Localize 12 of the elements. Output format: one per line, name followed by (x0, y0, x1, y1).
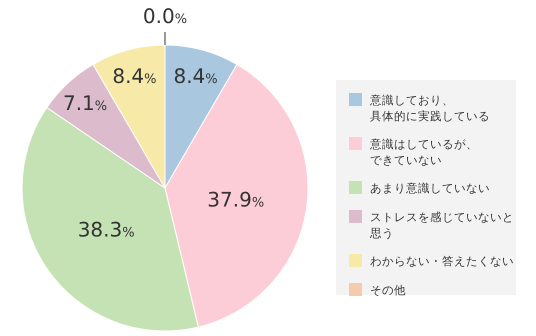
legend-label: わからない・答えたくない (370, 254, 514, 268)
legend-label: その他 (370, 283, 406, 297)
data-label: 7.1% (62, 91, 108, 116)
text: 0.0% (142, 4, 188, 28)
data-label: 38.3% (78, 218, 135, 242)
legend-label: 意識はしているが、できていない (369, 137, 478, 167)
legend-label: あまり意識していない (370, 181, 490, 195)
data-label: 37.9% (207, 187, 264, 212)
legend-label: 意識しており、具体的に実践している (369, 93, 490, 123)
data-label: 8.4% (173, 64, 218, 88)
legend-label: ストレスを感じていないと思う (369, 210, 514, 240)
data-label: 8.4% (112, 64, 157, 88)
